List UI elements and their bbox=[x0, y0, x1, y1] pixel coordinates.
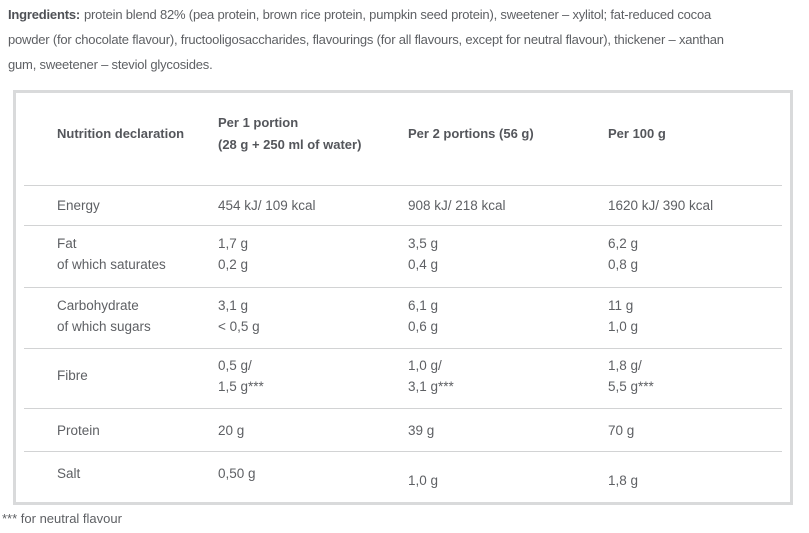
ingredients-label: Ingredients: bbox=[8, 7, 80, 22]
header-per-100g: Per 100 g bbox=[608, 123, 782, 145]
header-per-1-portion: Per 1 portion (28 g + 250 ml of water) bbox=[218, 112, 408, 156]
value: 70 g bbox=[608, 422, 635, 438]
nutrient-subname: of which sugars bbox=[57, 319, 151, 334]
table-row-protein: Protein 20 g 39 g 70 g bbox=[24, 408, 782, 451]
value: 3,1 g bbox=[218, 298, 249, 313]
nutrient-name: Fat bbox=[57, 236, 77, 251]
value-per-2-portions: 1,0 g/ 3,1 g*** bbox=[408, 355, 608, 397]
table-row-carbohydrate: Carbohydrate of which sugars 3,1 g < 0,5… bbox=[24, 287, 782, 348]
table-row-fibre: Fibre 0,5 g/ 1,5 g*** 1,0 g/ 3,1 g*** 1,… bbox=[24, 348, 782, 408]
value-per-1-portion: 0,50 g bbox=[218, 463, 408, 484]
value: 0,6 g bbox=[408, 319, 439, 334]
row-label: Carbohydrate of which sugars bbox=[24, 295, 218, 337]
nutrition-table: Nutrition declaration Per 1 portion (28 … bbox=[13, 90, 793, 505]
footnote: *** for neutral flavour bbox=[2, 511, 122, 526]
value-per-2-portions: 3,5 g 0,4 g bbox=[408, 233, 608, 275]
value-per-100g: 70 g bbox=[608, 420, 782, 441]
value: 11 g bbox=[608, 298, 634, 313]
value: 6,2 g bbox=[608, 236, 639, 251]
table-row-fat: Fat of which saturates 1,7 g 0,2 g 3,5 g… bbox=[24, 225, 782, 287]
header-label: Nutrition declaration bbox=[57, 126, 185, 141]
nutrient-name: Salt bbox=[57, 466, 81, 481]
value: 454 kJ/ 109 kcal bbox=[218, 198, 316, 213]
value: 3,5 g bbox=[408, 236, 439, 251]
value: 908 kJ/ 218 kcal bbox=[408, 198, 506, 213]
row-label: Fat of which saturates bbox=[24, 233, 218, 275]
ingredients-line: gum, sweetener – steviol glycosides. bbox=[8, 57, 213, 72]
value: 1,8 g bbox=[608, 473, 639, 488]
value: 39 g bbox=[408, 422, 435, 438]
value: 0,5 g/ bbox=[218, 357, 252, 373]
value: 0,50 g bbox=[218, 466, 256, 481]
value: 6,1 g bbox=[408, 298, 439, 313]
row-label: Fibre bbox=[24, 365, 218, 386]
nutrient-subname: of which saturates bbox=[57, 257, 166, 272]
value-per-1-portion: 3,1 g < 0,5 g bbox=[218, 295, 408, 337]
value: 1,0 g bbox=[608, 319, 639, 334]
value: 1,7 g bbox=[218, 236, 249, 251]
value: 1,8 g/ bbox=[608, 357, 642, 373]
value-per-100g: 1620 kJ/ 390 kcal bbox=[608, 195, 782, 216]
value-per-100g: 1,8 g/ 5,5 g*** bbox=[608, 355, 782, 397]
header-label: Per 2 portions (56 g) bbox=[408, 126, 534, 141]
value-per-1-portion: 20 g bbox=[218, 420, 408, 441]
header-per-2-portions: Per 2 portions (56 g) bbox=[408, 123, 608, 145]
value: 3,1 g*** bbox=[408, 378, 454, 394]
value-per-2-portions: 6,1 g 0,6 g bbox=[408, 295, 608, 337]
value: 0,4 g bbox=[408, 257, 439, 272]
header-label: Per 100 g bbox=[608, 126, 666, 141]
row-label: Salt bbox=[24, 463, 218, 484]
value-per-100g: 6,2 g 0,8 g bbox=[608, 233, 782, 275]
value-per-1-portion: 1,7 g 0,2 g bbox=[218, 233, 408, 275]
value: < 0,5 g bbox=[218, 319, 260, 334]
value: 0,8 g bbox=[608, 257, 639, 272]
header-sublabel: (28 g + 250 ml of water) bbox=[218, 137, 362, 152]
value-per-2-portions: 1,0 g bbox=[408, 470, 608, 491]
ingredients-paragraph: Ingredients: protein blend 82% (pea prote… bbox=[8, 2, 809, 77]
header-nutrition-declaration: Nutrition declaration bbox=[24, 123, 218, 145]
nutrient-name: Carbohydrate bbox=[57, 298, 139, 313]
value: 20 g bbox=[218, 422, 245, 438]
ingredients-line: powder (for chocolate flavour), fructool… bbox=[8, 32, 724, 47]
table-header-row: Nutrition declaration Per 1 portion (28 … bbox=[24, 93, 782, 185]
table-row-energy: Energy 454 kJ/ 109 kcal 908 kJ/ 218 kcal… bbox=[24, 185, 782, 225]
value-per-100g: 11 g 1,0 g bbox=[608, 295, 782, 337]
table-row-salt: Salt 0,50 g 1,0 g 1,8 g bbox=[24, 451, 782, 502]
value-per-2-portions: 39 g bbox=[408, 420, 608, 441]
ingredients-line: protein blend 82% (pea protein, brown ri… bbox=[84, 7, 712, 22]
value: 1,0 g bbox=[408, 473, 439, 488]
value: 1,5 g*** bbox=[218, 378, 264, 394]
nutrient-name: Fibre bbox=[57, 368, 88, 383]
value: 1620 kJ/ 390 kcal bbox=[608, 198, 714, 213]
value-per-2-portions: 908 kJ/ 218 kcal bbox=[408, 195, 608, 216]
header-label: Per 1 portion bbox=[218, 115, 299, 130]
value: 5,5 g*** bbox=[608, 378, 654, 394]
nutrient-name: Protein bbox=[57, 422, 100, 438]
nutrient-name: Energy bbox=[57, 198, 100, 213]
value-per-1-portion: 454 kJ/ 109 kcal bbox=[218, 195, 408, 216]
value: 1,0 g/ bbox=[408, 357, 442, 373]
value-per-1-portion: 0,5 g/ 1,5 g*** bbox=[218, 355, 408, 397]
value: 0,2 g bbox=[218, 257, 249, 272]
row-label: Energy bbox=[24, 195, 218, 216]
value-per-100g: 1,8 g bbox=[608, 470, 782, 491]
row-label: Protein bbox=[24, 420, 218, 441]
